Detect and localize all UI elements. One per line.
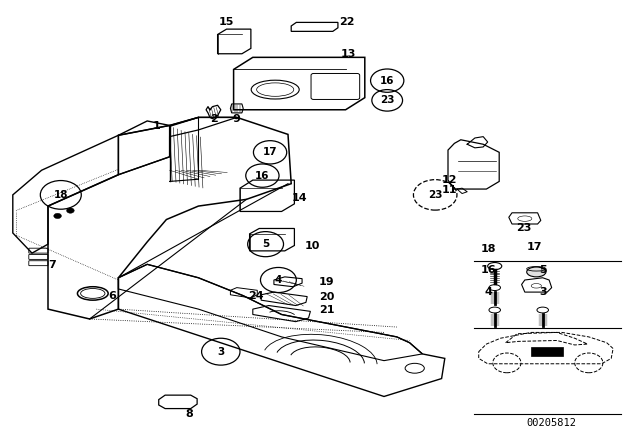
Text: 00205812: 00205812 (527, 418, 577, 428)
Text: 11: 11 (442, 185, 457, 195)
Text: 13: 13 (341, 49, 356, 59)
Text: 16: 16 (481, 265, 496, 275)
Text: 2: 2 (211, 114, 218, 124)
Text: 4: 4 (484, 287, 492, 297)
Text: 18: 18 (54, 190, 68, 200)
Text: 5: 5 (262, 239, 269, 249)
Text: 17: 17 (527, 242, 542, 252)
Text: 16: 16 (380, 76, 394, 86)
Circle shape (67, 208, 74, 213)
Polygon shape (531, 347, 563, 356)
Text: 3: 3 (539, 287, 547, 297)
Text: 1: 1 (153, 121, 161, 131)
Text: 14: 14 (292, 193, 307, 203)
Text: 10: 10 (305, 241, 320, 250)
Text: 18: 18 (481, 244, 496, 254)
Text: 5: 5 (539, 265, 547, 275)
Text: 23: 23 (516, 224, 531, 233)
Text: 17: 17 (263, 147, 277, 157)
Text: 22: 22 (339, 17, 355, 26)
Text: 23: 23 (428, 190, 442, 200)
Text: 12: 12 (442, 175, 457, 185)
Text: 24: 24 (248, 291, 264, 301)
Text: 9: 9 (233, 114, 241, 124)
Circle shape (54, 213, 61, 219)
Text: 15: 15 (218, 17, 234, 26)
Text: 7: 7 (49, 260, 56, 270)
Text: 3: 3 (217, 347, 225, 357)
Text: 19: 19 (319, 277, 334, 287)
Text: 4: 4 (275, 275, 282, 285)
Text: 23: 23 (380, 95, 394, 105)
Text: 21: 21 (319, 305, 334, 315)
Text: 20: 20 (319, 292, 334, 302)
Text: 8: 8 (185, 409, 193, 419)
Text: 16: 16 (255, 171, 269, 181)
Ellipse shape (527, 267, 546, 277)
Text: 6: 6 (108, 291, 116, 301)
